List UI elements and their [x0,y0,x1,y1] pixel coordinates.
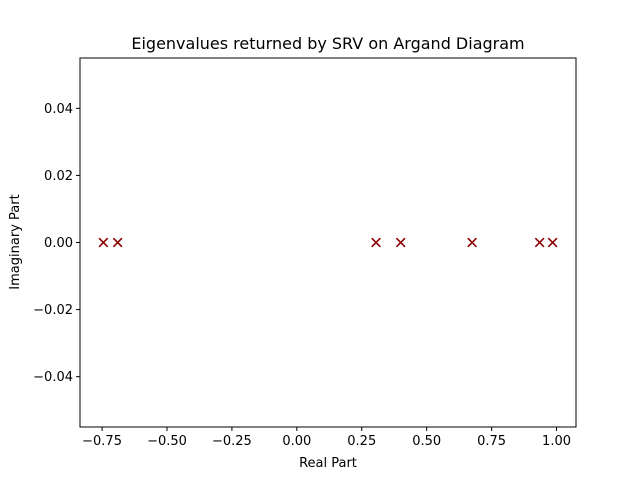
y-tick-label: 0.04 [44,102,73,117]
x-tick-label: 0.50 [412,434,441,449]
eigenvalue-marker [98,237,109,248]
eigenvalue-marker [547,237,558,248]
eigenvalue-marker [467,237,477,248]
eigenvalue-marker [534,237,545,248]
y-tick-label: −0.04 [33,370,73,385]
plot-area-frame [79,57,577,428]
y-axis-ticks: −0.04 −0.02 0.00 0.02 0.04 [33,102,80,385]
y-tick-label: 0.02 [44,169,73,184]
y-tick-label: −0.02 [33,303,73,318]
x-tick-label: 0.75 [477,434,506,449]
eigenvalue-marker [112,237,123,248]
x-tick-label: 1.00 [542,434,571,449]
x-tick-label: 0.25 [347,434,376,449]
data-points [98,237,558,248]
x-tick-label: −0.75 [82,434,122,449]
y-tick-label: 0.00 [44,236,73,251]
x-tick-label: −0.50 [147,434,187,449]
x-axis-ticks: −0.75 −0.50 −0.25 0.00 0.25 0.50 0.75 1.00 [82,427,571,449]
x-tick-label: 0.00 [282,434,311,449]
chart-title: Eigenvalues returned by SRV on Argand Di… [131,34,524,53]
eigenvalue-marker [395,237,406,248]
x-tick-label: −0.25 [212,434,252,449]
eigenvalue-marker [371,237,381,248]
x-axis-label: Real Part [299,456,357,471]
y-axis-label: Imaginary Part [8,194,23,289]
